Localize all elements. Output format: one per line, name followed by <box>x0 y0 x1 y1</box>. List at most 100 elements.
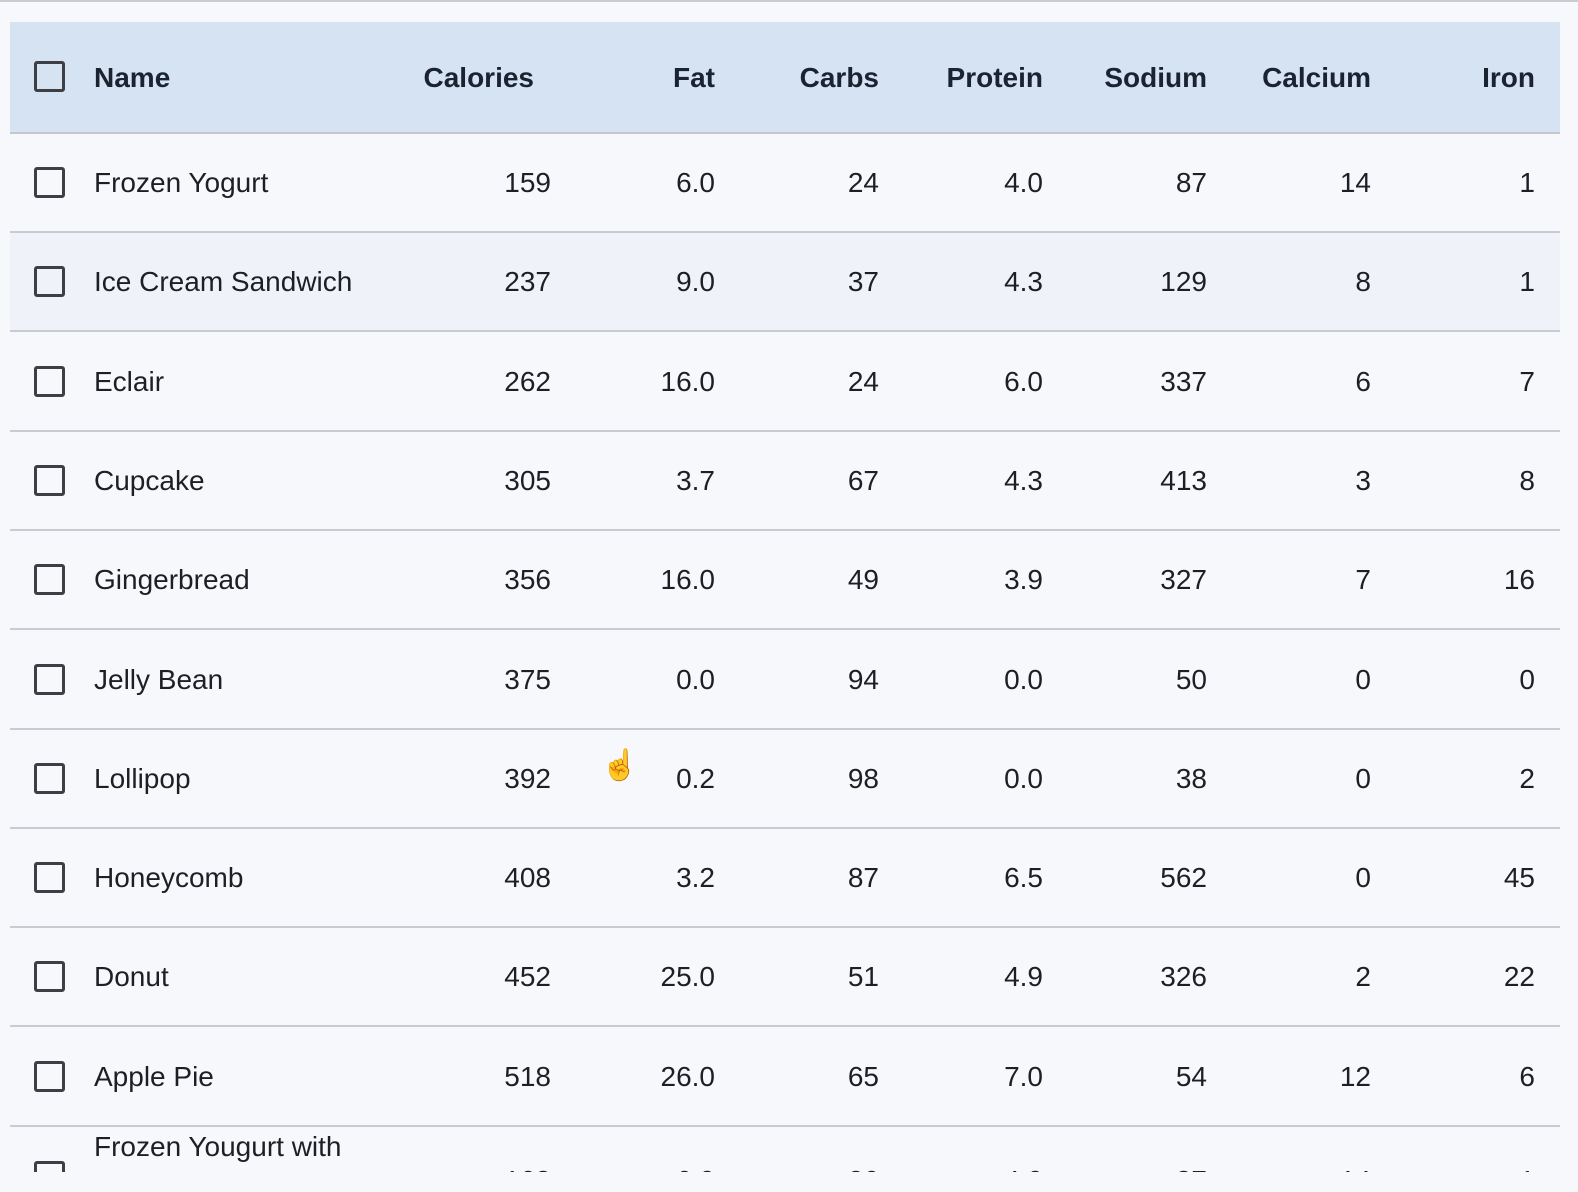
cell-name: Ice Cream Sandwich <box>94 266 353 298</box>
cell-calcium: 0 <box>1355 862 1371 894</box>
cell-calcium: 0 <box>1355 663 1371 695</box>
cell-protein: 6.0 <box>1004 365 1043 397</box>
cell-iron: 22 <box>1503 961 1535 993</box>
column-header-sodium[interactable]: Sodium <box>1104 62 1207 93</box>
cell-protein: 4.3 <box>1004 464 1043 496</box>
row-checkbox[interactable] <box>34 464 65 496</box>
cell-calories: 356 <box>504 564 551 596</box>
cell-sodium: 54 <box>1175 1060 1207 1092</box>
cell-calories: 408 <box>504 862 551 894</box>
cell-sodium: 337 <box>1160 365 1207 397</box>
cell-name: Frozen Yogurt <box>94 167 269 198</box>
column-header-carbs[interactable]: Carbs <box>799 62 879 93</box>
select-all-checkbox[interactable] <box>34 61 65 92</box>
table-row[interactable]: Frozen Yogurt 159 6.0 24 4.0 87 14 1 <box>10 134 1560 233</box>
cell-name: Cupcake <box>94 464 205 496</box>
row-checkbox[interactable] <box>34 1161 65 1172</box>
cell-iron: 8 <box>1519 464 1535 496</box>
row-checkbox[interactable] <box>34 663 65 695</box>
column-header-calories[interactable]: Calories <box>423 62 535 93</box>
table-row[interactable]: Frozen Yougurt with 168 6.0 26 4.0 87 14 1 <box>10 1127 1560 1172</box>
cell-fat: 25.0 <box>660 961 716 993</box>
data-table: Name Calories Fat Carbs Protein Sodium Calcium… <box>10 22 1560 1172</box>
cell-carbs: 37 <box>847 266 879 298</box>
cell-sodium: 129 <box>1160 266 1207 298</box>
cell-calories: 159 <box>504 167 551 198</box>
cell-calories: 518 <box>504 1060 551 1092</box>
cell-fat: 0.0 <box>676 663 715 695</box>
cell-calories: 168 <box>401 1165 551 1172</box>
cell-carbs: 67 <box>847 464 879 496</box>
cell-protein: 3.9 <box>1004 564 1043 596</box>
cell-protein: 4.0 <box>893 1165 1043 1172</box>
top-border <box>0 0 1578 2</box>
cell-carbs: 24 <box>847 365 879 397</box>
cell-calcium: 14 <box>1221 1165 1371 1172</box>
cell-calcium: 6 <box>1355 365 1371 397</box>
column-header-fat[interactable]: Fat <box>673 62 715 93</box>
cell-protein: 4.3 <box>1004 266 1043 298</box>
table-row[interactable]: Cupcake 305 3.7 67 4.3 413 3 8 <box>10 432 1560 531</box>
cell-name: Honeycomb <box>94 862 244 894</box>
hand-pointer-cursor-icon: ☝ <box>601 749 639 782</box>
cell-iron: 0 <box>1519 663 1535 695</box>
cell-carbs: 87 <box>847 862 879 894</box>
row-checkbox[interactable] <box>34 365 65 397</box>
row-checkbox[interactable] <box>34 961 65 993</box>
cell-calcium: 3 <box>1355 464 1371 496</box>
cell-fat: 26.0 <box>660 1060 716 1092</box>
cell-name: Lollipop <box>94 762 191 794</box>
table-row[interactable]: Eclair 262 16.0 24 6.0 337 6 7 <box>10 333 1560 432</box>
table-header: Name Calories Fat Carbs Protein Sodium Calcium… <box>10 22 1560 134</box>
cell-carbs: 24 <box>847 167 879 198</box>
cell-sodium: 327 <box>1160 564 1207 596</box>
cell-sodium: 38 <box>1175 762 1207 794</box>
cell-protein: 4.9 <box>1004 961 1043 993</box>
cell-carbs: 65 <box>847 1060 879 1092</box>
column-header-protein[interactable]: Protein <box>946 62 1043 93</box>
column-header-calcium[interactable]: Calcium <box>1262 62 1371 93</box>
cell-sodium: 562 <box>1160 862 1207 894</box>
table-row[interactable]: Ice Cream Sandwich 237 9.0 37 4.3 129 8 1 <box>10 233 1560 333</box>
cell-sodium: 87 <box>1057 1165 1207 1172</box>
cell-protein: 0.0 <box>1004 663 1043 695</box>
cell-fat: 6.0 <box>565 1165 715 1172</box>
cell-iron: 6 <box>1519 1060 1535 1092</box>
cell-protein: 6.5 <box>1004 862 1043 894</box>
cell-iron: 45 <box>1503 862 1535 894</box>
cell-iron: 1 <box>1519 266 1535 298</box>
table-row[interactable]: Donut 452 25.0 51 4.9 326 2 22 <box>10 928 1560 1028</box>
cell-name: Gingerbread <box>94 564 250 596</box>
cell-carbs: 49 <box>847 564 879 596</box>
table-row[interactable]: Lollipop 392 0.2 98 0.0 38 0 2 <box>10 730 1560 829</box>
cell-carbs: 26 <box>729 1165 879 1172</box>
cell-sodium: 413 <box>1160 464 1207 496</box>
table-row[interactable]: Apple Pie 518 26.0 65 7.0 54 12 6 <box>10 1028 1560 1127</box>
cell-iron: 16 <box>1503 564 1535 596</box>
row-checkbox[interactable] <box>34 167 65 198</box>
cell-calories: 262 <box>504 365 551 397</box>
row-checkbox[interactable] <box>34 862 65 894</box>
cell-name: Apple Pie <box>94 1060 214 1092</box>
cell-calcium: 12 <box>1339 1060 1371 1092</box>
row-checkbox[interactable] <box>34 762 65 794</box>
cell-calcium: 8 <box>1355 266 1371 298</box>
column-header-name[interactable]: Name <box>94 62 171 93</box>
table-row[interactable]: Jelly Bean 375 0.0 94 0.0 50 0 0 <box>10 631 1560 730</box>
cell-fat: 3.2 <box>676 862 715 894</box>
table-row[interactable]: Honeycomb 408 3.2 87 6.5 562 0 45 <box>10 829 1560 929</box>
cell-iron: 1 <box>1519 167 1535 198</box>
cell-fat: 16.0 <box>660 564 716 596</box>
cell-name: Frozen Yougurt with <box>94 1131 342 1162</box>
row-checkbox[interactable] <box>34 1060 65 1092</box>
cell-sodium: 326 <box>1160 961 1207 993</box>
cell-calories: 237 <box>504 266 551 298</box>
row-checkbox[interactable] <box>34 564 65 596</box>
cell-calcium: 14 <box>1339 167 1371 198</box>
cell-fat: 9.0 <box>676 266 715 298</box>
row-checkbox[interactable] <box>34 266 65 298</box>
table-row[interactable]: Gingerbread 356 16.0 49 3.9 327 7 16 <box>10 531 1560 631</box>
column-header-iron[interactable]: Iron <box>1482 62 1535 93</box>
cell-carbs: 98 <box>847 762 879 794</box>
cell-calories: 375 <box>504 663 551 695</box>
